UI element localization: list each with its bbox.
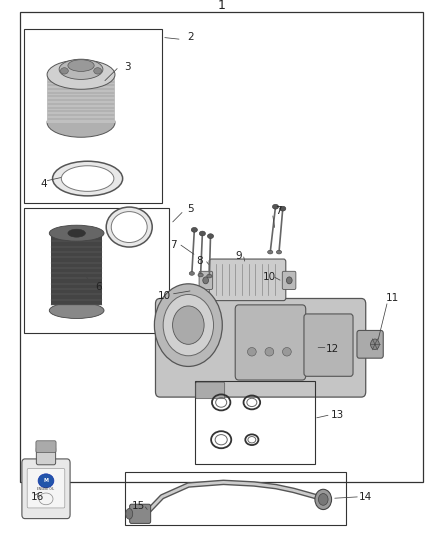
Ellipse shape [173,306,204,344]
Text: 10: 10 [158,291,171,301]
FancyBboxPatch shape [22,459,70,519]
Bar [20,12,423,482]
Text: M: M [43,478,49,483]
Ellipse shape [59,59,103,79]
Text: 6: 6 [95,282,102,292]
Ellipse shape [60,68,68,74]
Ellipse shape [47,60,115,90]
Text: 4: 4 [40,179,47,189]
Ellipse shape [280,206,286,211]
Text: 7: 7 [170,240,177,250]
Polygon shape [51,233,102,305]
Ellipse shape [318,494,328,505]
Ellipse shape [286,277,292,284]
Ellipse shape [61,166,114,191]
FancyBboxPatch shape [209,259,286,301]
Text: 5: 5 [187,204,194,214]
Ellipse shape [199,231,205,236]
Text: 10: 10 [263,272,276,282]
Ellipse shape [191,228,198,232]
Ellipse shape [53,161,123,196]
FancyBboxPatch shape [304,314,353,376]
Ellipse shape [106,207,152,247]
Ellipse shape [198,273,203,277]
Ellipse shape [315,489,332,510]
FancyBboxPatch shape [235,305,306,380]
Ellipse shape [247,348,256,356]
Ellipse shape [154,284,222,367]
Ellipse shape [47,108,115,138]
Ellipse shape [283,348,291,356]
Bar [24,208,169,333]
FancyBboxPatch shape [36,441,56,453]
Ellipse shape [94,68,102,74]
Text: 3: 3 [124,62,131,71]
Text: 14: 14 [359,492,372,502]
Bar [195,381,315,464]
Ellipse shape [265,348,274,356]
FancyBboxPatch shape [130,504,151,523]
Text: 16: 16 [31,492,44,502]
Ellipse shape [207,274,212,278]
Ellipse shape [49,225,104,241]
Ellipse shape [68,229,85,237]
FancyBboxPatch shape [199,271,212,289]
Text: 2: 2 [187,33,194,42]
Ellipse shape [49,303,104,318]
FancyBboxPatch shape [36,447,56,465]
Text: 7: 7 [275,206,282,215]
Bar [24,29,162,203]
Ellipse shape [272,204,279,209]
Text: 8: 8 [196,256,203,266]
Ellipse shape [163,294,214,356]
Ellipse shape [126,508,133,519]
Text: 1: 1 [217,0,225,12]
Ellipse shape [268,250,273,254]
Ellipse shape [208,234,214,239]
Bar [125,472,346,525]
Ellipse shape [38,474,54,488]
Ellipse shape [68,60,94,71]
Ellipse shape [189,272,194,276]
Text: 13: 13 [331,410,344,419]
FancyBboxPatch shape [282,271,296,289]
Text: 12: 12 [326,344,339,354]
Ellipse shape [276,250,282,254]
Ellipse shape [371,339,379,350]
Text: 11: 11 [385,294,399,303]
Text: 9: 9 [235,251,242,261]
Polygon shape [47,75,115,123]
FancyBboxPatch shape [196,382,225,399]
FancyBboxPatch shape [155,298,366,397]
Text: ENGINE OIL: ENGINE OIL [37,487,55,491]
Text: 15: 15 [131,502,145,511]
FancyBboxPatch shape [357,330,383,358]
Ellipse shape [111,212,147,243]
Ellipse shape [203,277,208,284]
FancyBboxPatch shape [27,469,65,508]
